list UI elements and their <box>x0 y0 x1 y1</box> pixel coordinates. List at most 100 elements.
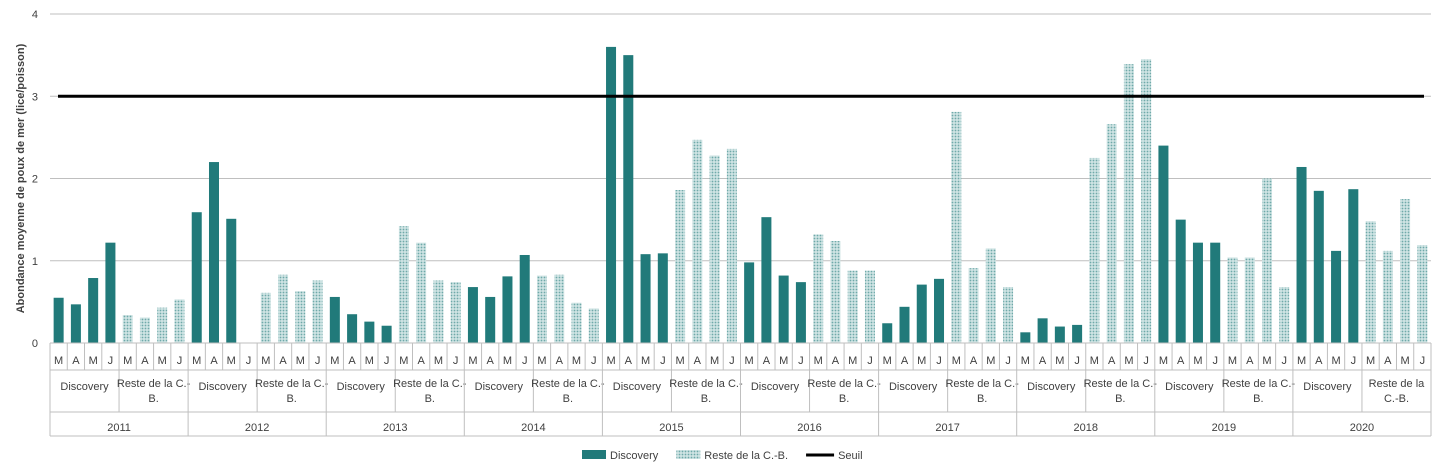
month-label: M <box>675 355 684 367</box>
month-label: A <box>694 355 702 367</box>
group-label: B. <box>148 393 158 405</box>
month-label: A <box>901 355 909 367</box>
bar-2011-discovery-4 <box>105 242 116 343</box>
bar-2016-discovery-1 <box>744 262 755 343</box>
month-label: M <box>917 355 926 367</box>
month-label: J <box>522 355 528 367</box>
month-label: M <box>1331 355 1340 367</box>
group-label: Reste de la C.- <box>255 378 329 390</box>
year-label-2014: 2014 <box>521 422 545 434</box>
month-label: M <box>227 355 236 367</box>
month-label: M <box>1228 355 1237 367</box>
month-label: A <box>625 355 633 367</box>
bar-2018-discovery-4 <box>1072 324 1083 343</box>
bar-2016-discovery-3 <box>778 275 789 343</box>
group-label: Reste de la C.- <box>393 378 467 390</box>
group-label: B. <box>286 393 296 405</box>
bar-2014-discovery-4 <box>519 254 530 343</box>
year-label-2012: 2012 <box>245 422 269 434</box>
bar-2015-reste-4 <box>726 148 737 343</box>
bar-2020-reste-2 <box>1382 250 1393 343</box>
group-label: Discovery <box>475 381 524 393</box>
month-label: J <box>660 355 666 367</box>
month-label: A <box>1108 355 1116 367</box>
month-label: M <box>503 355 512 367</box>
month-label: J <box>246 355 252 367</box>
month-label: A <box>279 355 287 367</box>
month-label: A <box>487 355 495 367</box>
bar-2016-discovery-2 <box>761 217 772 343</box>
month-label: J <box>729 355 735 367</box>
y-tick-label: 1 <box>32 256 38 268</box>
legend-swatch-discovery <box>582 450 606 459</box>
group-label: Reste de la C.- <box>117 378 191 390</box>
month-label: A <box>832 355 840 367</box>
bar-2019-discovery-3 <box>1192 242 1203 343</box>
group-label: B. <box>701 393 711 405</box>
bar-2018-reste-4 <box>1141 59 1152 344</box>
month-label: A <box>348 355 356 367</box>
bar-2016-reste-1 <box>813 234 824 343</box>
group-label: Discovery <box>1303 381 1352 393</box>
bar-2011-discovery-1 <box>53 297 64 343</box>
month-label: A <box>1039 355 1047 367</box>
bar-2017-discovery-2 <box>899 306 910 343</box>
bar-2011-reste-1 <box>122 315 133 343</box>
bar-2014-discovery-3 <box>502 276 513 343</box>
gridlines <box>50 13 1431 262</box>
bar-2019-discovery-4 <box>1210 242 1221 343</box>
group-label: B. <box>1115 393 1125 405</box>
bar-2017-discovery-3 <box>916 284 927 343</box>
month-label: J <box>1282 355 1288 367</box>
month-label: M <box>1262 355 1271 367</box>
bar-2013-discovery-2 <box>347 314 358 343</box>
month-label: J <box>315 355 321 367</box>
group-label: Reste de la <box>1369 378 1426 390</box>
month-label: J <box>1005 355 1011 367</box>
bar-2012-discovery-1 <box>191 212 202 343</box>
bar-2012-discovery-2 <box>208 162 219 343</box>
month-label: M <box>1366 355 1375 367</box>
month-label: J <box>591 355 597 367</box>
month-label: M <box>434 355 443 367</box>
month-label: M <box>1297 355 1306 367</box>
bar-2020-discovery-4 <box>1348 189 1359 343</box>
bar-2013-reste-4 <box>450 282 461 343</box>
year-label-2011: 2011 <box>107 422 131 434</box>
month-label: A <box>72 355 80 367</box>
month-label: A <box>970 355 978 367</box>
bar-2013-discovery-3 <box>364 321 375 343</box>
bar-2019-discovery-1 <box>1158 145 1169 343</box>
bar-2017-discovery-1 <box>882 323 893 343</box>
bar-2016-reste-3 <box>847 270 858 343</box>
month-label: M <box>89 355 98 367</box>
bar-2014-discovery-2 <box>485 296 496 343</box>
group-label: Reste de la C.- <box>1084 378 1158 390</box>
year-label-2016: 2016 <box>797 422 821 434</box>
bar-2012-reste-1 <box>260 292 271 343</box>
month-label: M <box>468 355 477 367</box>
month-label: M <box>641 355 650 367</box>
month-label: A <box>1384 355 1392 367</box>
bar-2011-reste-4 <box>174 299 185 343</box>
month-label: J <box>108 355 114 367</box>
month-label: A <box>417 355 425 367</box>
bar-2015-reste-1 <box>675 190 686 343</box>
month-label: M <box>814 355 823 367</box>
legend-label-reste: Reste de la C.-B. <box>704 450 788 462</box>
year-label-2019: 2019 <box>1212 422 1236 434</box>
bar-2014-reste-4 <box>588 308 599 343</box>
bar-2020-reste-1 <box>1365 221 1376 343</box>
month-label: M <box>399 355 408 367</box>
month-label: M <box>54 355 63 367</box>
month-label: M <box>365 355 374 367</box>
month-label: M <box>986 355 995 367</box>
bar-2015-discovery-2 <box>623 55 634 344</box>
bar-2013-discovery-4 <box>381 325 392 343</box>
month-label: J <box>384 355 390 367</box>
y-tick-label: 3 <box>32 91 38 103</box>
month-label: M <box>883 355 892 367</box>
bar-2013-discovery-1 <box>329 296 340 343</box>
y-tick-label: 2 <box>32 174 38 186</box>
bar-2020-reste-3 <box>1400 199 1411 343</box>
